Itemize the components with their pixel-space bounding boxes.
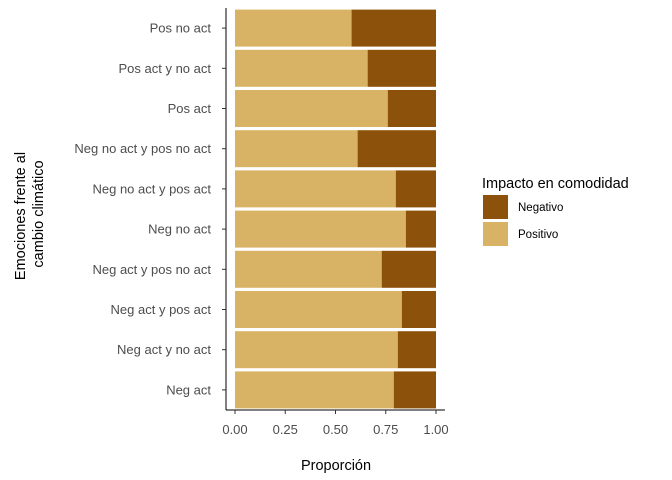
y-tick-label: Neg act	[166, 382, 211, 397]
y-tick-label: Neg no act y pos act	[92, 181, 211, 196]
bar-negativo-7	[381, 250, 436, 288]
y-tick-label: Pos no act	[150, 21, 212, 36]
x-tick-label: 0.75	[373, 422, 398, 437]
legend-entries: Negativo Positivo	[483, 195, 563, 246]
y-axis-title: Emociones frente al cambio climático	[13, 148, 47, 280]
legend-swatch-positivo	[483, 222, 508, 246]
legend-label-positivo: Positivo	[518, 229, 558, 241]
y-tick-label: Neg no act	[148, 222, 211, 237]
y-tick-label: Neg act y no act	[117, 342, 211, 357]
bar-positivo-10	[235, 371, 394, 409]
bar-positivo-8	[235, 291, 402, 328]
bar-positivo-4	[235, 130, 358, 168]
legend-swatch-negativo	[483, 195, 508, 219]
bar-negativo-2	[367, 49, 436, 87]
y-axis-title-line-2: cambio climático	[31, 160, 47, 267]
bar-positivo-2	[235, 49, 368, 87]
y-tick-label: Neg no act y pos no act	[74, 141, 211, 156]
bars-layer	[235, 9, 436, 409]
bar-positivo-7	[235, 250, 382, 288]
bar-negativo-1	[351, 9, 436, 47]
x-tick-label: 0.00	[222, 422, 247, 437]
y-ticks-layer: Pos no act Pos act y no act Pos act Neg no …	[74, 21, 226, 397]
x-ticks-layer: 0.00 0.25 0.50 0.75 1.00	[222, 410, 449, 437]
x-axis-title: Proporción	[301, 458, 371, 474]
bar-positivo-6	[235, 210, 406, 248]
bar-negativo-6	[405, 210, 436, 248]
x-tick-label: 1.00	[423, 422, 448, 437]
bar-negativo-9	[397, 331, 436, 369]
x-tick-label: 0.50	[323, 422, 348, 437]
bar-positivo-3	[235, 90, 388, 127]
y-axis-title-line-1: Emociones frente al	[13, 152, 29, 280]
legend-label-negativo: Negativo	[518, 202, 563, 214]
y-tick-label: Neg act y pos no act	[92, 262, 211, 277]
bar-negativo-3	[387, 90, 436, 127]
y-tick-label: Pos act	[168, 101, 212, 116]
bar-negativo-5	[395, 170, 436, 208]
bar-negativo-4	[357, 130, 436, 168]
bar-positivo-5	[235, 170, 396, 208]
bar-negativo-8	[401, 291, 436, 328]
y-tick-label: Neg act y pos act	[111, 302, 212, 317]
y-tick-label: Pos act y no act	[119, 61, 212, 76]
legend: Impacto en comodidad Negativo Positivo	[482, 176, 629, 246]
x-tick-label: 0.25	[273, 422, 298, 437]
bar-positivo-9	[235, 331, 398, 369]
legend-title: Impacto en comodidad	[482, 176, 629, 192]
bar-positivo-1	[235, 9, 352, 47]
bar-negativo-10	[393, 371, 436, 409]
